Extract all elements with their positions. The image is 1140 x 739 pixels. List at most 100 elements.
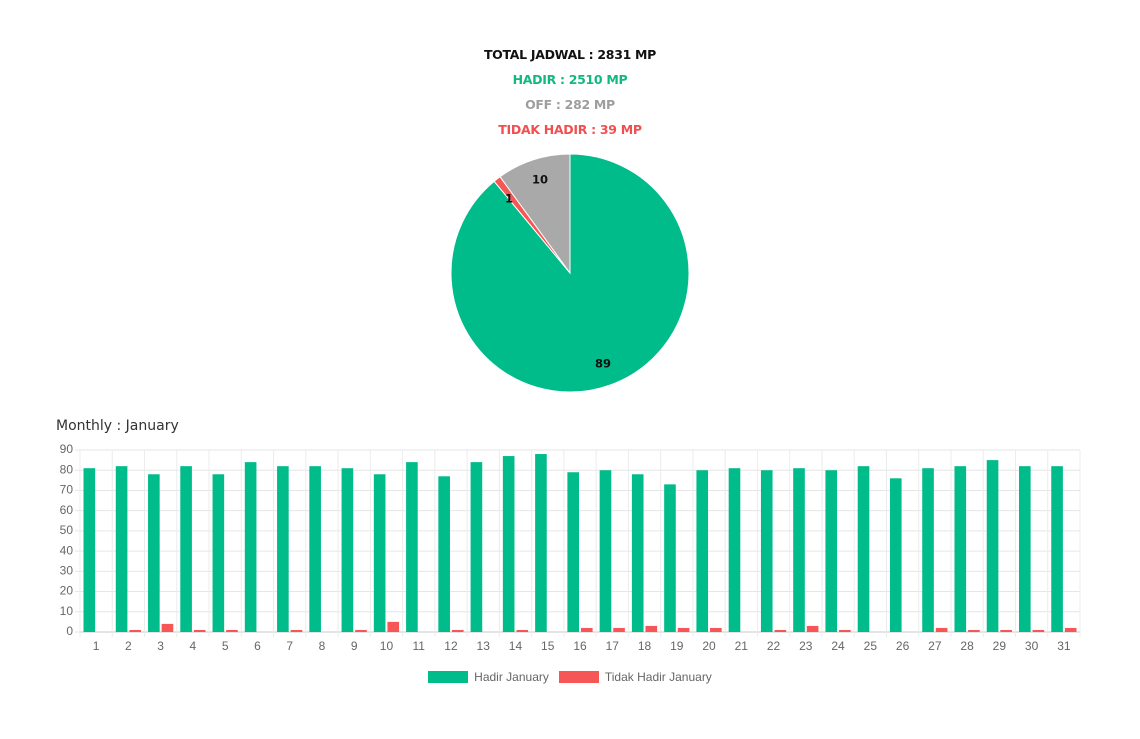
y-tick-label: 50 bbox=[60, 523, 74, 537]
x-tick-label: 3 bbox=[157, 639, 164, 653]
x-tick-label: 25 bbox=[864, 639, 878, 653]
bar-tidak-hadir[interactable] bbox=[355, 629, 367, 632]
y-tick-label: 40 bbox=[60, 543, 74, 557]
bar-tidak-hadir[interactable] bbox=[226, 629, 238, 632]
bar-tidak-hadir[interactable] bbox=[1000, 629, 1012, 632]
bar-hadir[interactable] bbox=[1051, 466, 1063, 632]
bar-hadir[interactable] bbox=[470, 462, 483, 632]
bar-hadir[interactable] bbox=[567, 472, 579, 632]
legend-swatch-tidak-hadir bbox=[558, 671, 599, 683]
bar-hadir[interactable] bbox=[502, 456, 515, 632]
bar-hadir[interactable] bbox=[760, 470, 773, 632]
bar-hadir[interactable] bbox=[825, 470, 838, 632]
legend-label-hadir: Hadir January bbox=[474, 670, 549, 684]
bar-tidak-hadir[interactable] bbox=[193, 629, 206, 632]
bar-hadir[interactable] bbox=[212, 474, 225, 632]
x-tick-label: 24 bbox=[831, 639, 845, 653]
bar-tidak-hadir[interactable] bbox=[290, 629, 303, 632]
pie-data-label: 10 bbox=[532, 173, 548, 187]
bar-hadir[interactable] bbox=[1019, 466, 1031, 632]
pie-slice-off[interactable] bbox=[499, 153, 571, 275]
y-tick-label: 90 bbox=[60, 442, 74, 456]
bar-hadir[interactable] bbox=[599, 470, 612, 632]
x-tick-label: 27 bbox=[928, 639, 942, 653]
bar-hadir[interactable] bbox=[244, 462, 257, 632]
bar-hadir[interactable] bbox=[83, 468, 96, 632]
x-tick-label: 4 bbox=[190, 639, 197, 653]
bar-hadir[interactable] bbox=[309, 466, 321, 632]
x-tick-label: 18 bbox=[638, 639, 652, 653]
x-tick-label: 12 bbox=[444, 639, 458, 653]
x-tick-label: 21 bbox=[735, 639, 749, 653]
x-tick-label: 11 bbox=[412, 639, 425, 653]
y-tick-label: 30 bbox=[60, 564, 74, 578]
absent-label: TIDAK HADIR : 39 MP bbox=[498, 122, 642, 137]
bar-hadir[interactable] bbox=[406, 462, 418, 632]
bar-tidak-hadir[interactable] bbox=[935, 627, 948, 632]
legend-item-hadir[interactable]: Hadir January bbox=[428, 670, 549, 684]
bar-tidak-hadir[interactable] bbox=[161, 623, 174, 632]
bar-hadir[interactable] bbox=[922, 468, 934, 632]
x-tick-label: 31 bbox=[1057, 639, 1071, 653]
x-tick-label: 8 bbox=[319, 639, 326, 653]
x-tick-label: 16 bbox=[573, 639, 587, 653]
legend-item-tidak-hadir[interactable]: Tidak Hadir January bbox=[558, 670, 712, 684]
x-tick-label: 15 bbox=[541, 639, 555, 653]
bar-hadir[interactable] bbox=[728, 468, 741, 632]
x-tick-label: 23 bbox=[799, 639, 813, 653]
off-label: OFF : 282 MP bbox=[525, 97, 615, 112]
bar-hadir[interactable] bbox=[341, 468, 354, 632]
x-tick-label: 9 bbox=[351, 639, 358, 653]
x-tick-label: 14 bbox=[509, 639, 523, 653]
bar-hadir[interactable] bbox=[115, 466, 128, 632]
bar-hadir[interactable] bbox=[954, 466, 967, 632]
bar-tidak-hadir[interactable] bbox=[806, 625, 819, 632]
bar-hadir[interactable] bbox=[857, 466, 870, 632]
x-tick-label: 29 bbox=[993, 639, 1007, 653]
bar-hadir[interactable] bbox=[631, 474, 644, 632]
pie-data-label: 1 bbox=[505, 192, 513, 206]
pie-data-label: 89 bbox=[595, 357, 611, 371]
bar-tidak-hadir[interactable] bbox=[1032, 629, 1045, 632]
bar-tidak-hadir[interactable] bbox=[677, 627, 690, 632]
bar-tidak-hadir[interactable] bbox=[387, 621, 400, 632]
bar-tidak-hadir[interactable] bbox=[968, 629, 980, 632]
bar-hadir[interactable] bbox=[277, 466, 289, 632]
x-tick-label: 20 bbox=[702, 639, 716, 653]
bar-tidak-hadir[interactable] bbox=[613, 627, 625, 632]
bar-hadir[interactable] bbox=[793, 468, 805, 632]
bar-tidak-hadir[interactable] bbox=[839, 629, 851, 632]
bar-hadir[interactable] bbox=[535, 454, 547, 632]
y-tick-label: 60 bbox=[60, 503, 74, 517]
bar-tidak-hadir[interactable] bbox=[581, 627, 593, 632]
legend-swatch-hadir bbox=[428, 671, 469, 683]
x-tick-label: 2 bbox=[125, 639, 132, 653]
attendance-pie-chart: 89 1 10 bbox=[450, 153, 690, 393]
x-tick-label: 13 bbox=[477, 639, 491, 653]
bar-hadir[interactable] bbox=[148, 474, 160, 632]
x-tick-label: 7 bbox=[286, 639, 293, 653]
bar-tidak-hadir[interactable] bbox=[451, 629, 464, 632]
legend-label-tidak-hadir: Tidak Hadir January bbox=[604, 670, 712, 684]
bar-tidak-hadir[interactable] bbox=[516, 629, 529, 632]
total-schedule-label: TOTAL JADWAL : 2831 MP bbox=[483, 47, 657, 62]
y-tick-label: 10 bbox=[60, 604, 74, 618]
bar-hadir[interactable] bbox=[373, 474, 386, 632]
x-tick-label: 26 bbox=[896, 639, 910, 653]
bar-hadir[interactable] bbox=[180, 466, 192, 632]
bar-hadir[interactable] bbox=[986, 460, 999, 632]
bar-tidak-hadir[interactable] bbox=[774, 629, 787, 632]
present-label: HADIR : 2510 MP bbox=[512, 72, 628, 87]
bar-hadir[interactable] bbox=[438, 476, 450, 632]
x-tick-label: 28 bbox=[960, 639, 974, 653]
x-tick-label: 17 bbox=[606, 639, 620, 653]
bar-tidak-hadir[interactable] bbox=[645, 625, 658, 632]
bar-hadir[interactable] bbox=[664, 484, 676, 632]
bar-tidak-hadir[interactable] bbox=[1064, 627, 1077, 632]
y-tick-label: 80 bbox=[60, 462, 74, 476]
bar-tidak-hadir[interactable] bbox=[129, 629, 141, 632]
bar-tidak-hadir[interactable] bbox=[710, 627, 722, 632]
bar-hadir[interactable] bbox=[696, 470, 709, 632]
bar-hadir[interactable] bbox=[889, 478, 902, 632]
